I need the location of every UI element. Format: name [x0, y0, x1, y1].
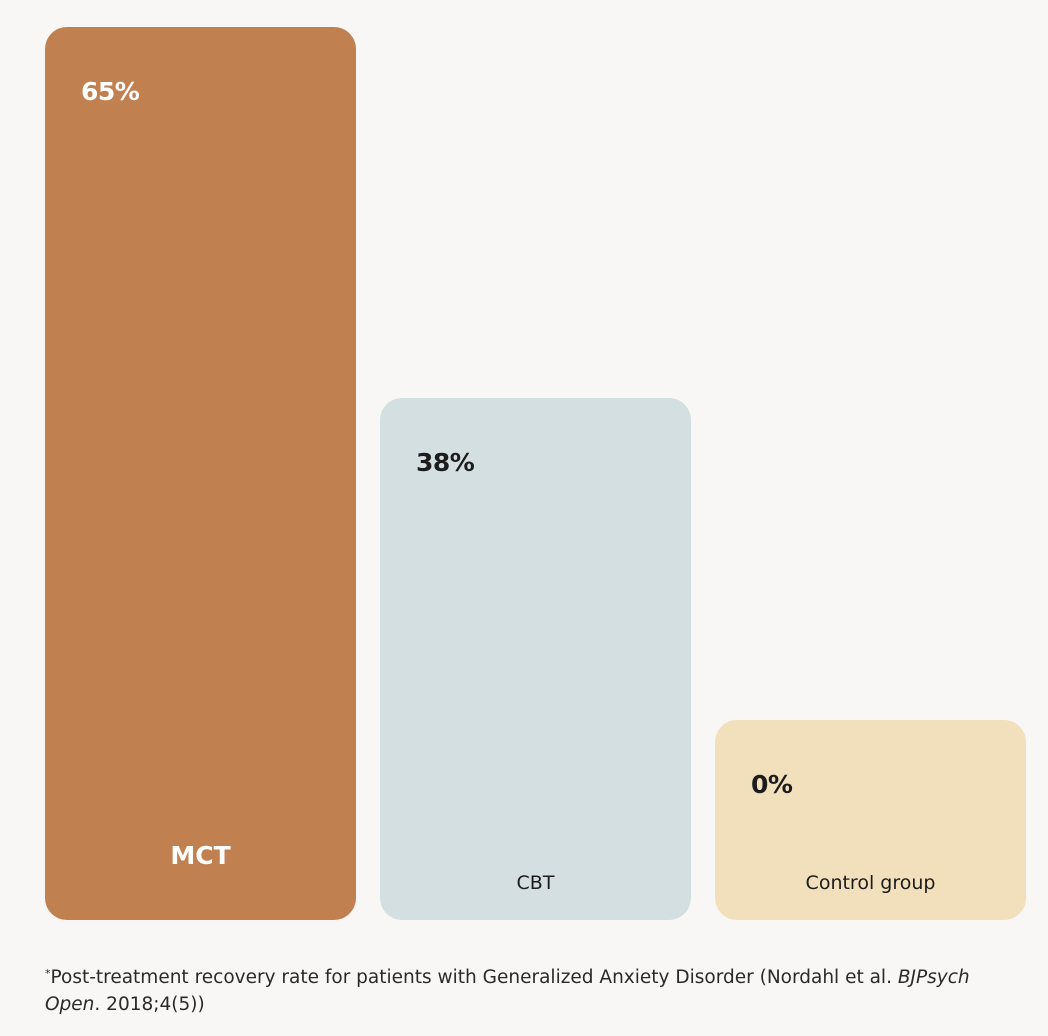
footnote-text: Post-treatment recovery rate for patient… [50, 967, 898, 988]
bar-mct: 65% MCT [45, 27, 356, 920]
footnote: *Post-treatment recovery rate for patien… [45, 960, 1005, 1018]
bar-category-label: MCT [170, 841, 231, 870]
bar-value-label: 65% [81, 77, 140, 106]
bar-value-label: 38% [416, 447, 475, 477]
footnote-citation: . 2018;4(5)) [94, 994, 205, 1015]
bar-category-label: Control group [805, 872, 936, 894]
bar-cbt: 38% CBT [380, 397, 691, 920]
bar-category-label: CBT [516, 871, 555, 894]
recovery-rate-bar-chart: 65% MCT 38% CBT 0% Control group [45, 27, 1026, 920]
bar-control-group: 0% Control group [715, 720, 1026, 920]
footnote-marker: * [45, 967, 51, 980]
bar-value-label: 0% [751, 770, 793, 799]
footnote-journal: BJPsych Open [45, 967, 970, 1015]
